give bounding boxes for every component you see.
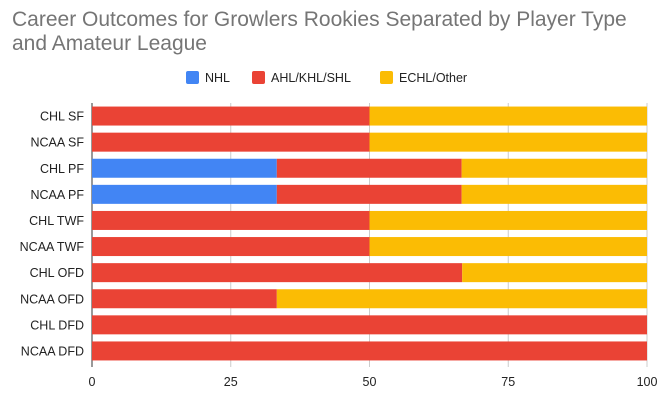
bar-segment (92, 315, 647, 335)
x-tick-label: 0 (89, 375, 96, 389)
bar-segment (92, 184, 277, 204)
x-tick-label: 50 (363, 375, 377, 389)
x-tick-label: 25 (224, 375, 238, 389)
bar-segment (369, 210, 647, 230)
category-label: NCAA PF (31, 188, 85, 202)
legend-label: ECHL/Other (399, 71, 467, 85)
chart-title: Career Outcomes for Growlers Rookies Sep… (12, 8, 627, 55)
legend-swatch (380, 71, 393, 84)
bar-segment (92, 341, 647, 361)
bar-segment (276, 184, 462, 204)
bar-segment (92, 210, 370, 230)
bar-segment (92, 132, 370, 152)
x-tick-label: 75 (501, 375, 515, 389)
category-labels: CHL SF NCAA SF CHL PF NCAA PF CHL TWF NCAA TW… (20, 110, 85, 359)
category-label: CHL DFD (30, 318, 84, 332)
category-label: CHL TWF (29, 214, 84, 228)
x-tick-labels: 0 25 50 75 100 (89, 375, 658, 389)
bar-segment (369, 132, 647, 152)
legend: NHL AHL/KHL/SHL ECHL/Other (186, 71, 467, 85)
category-label: CHL OFD (30, 266, 84, 280)
bar-segment (461, 184, 647, 204)
bar-segment (92, 263, 463, 283)
category-label: NCAA TWF (20, 240, 85, 254)
category-label: CHL PF (40, 162, 84, 176)
category-label: NCAA DFD (21, 344, 84, 358)
legend-swatch (186, 71, 199, 84)
bar-segment (369, 106, 647, 126)
category-label: NCAA OFD (20, 292, 84, 306)
category-label: NCAA SF (31, 136, 85, 150)
legend-swatch (252, 71, 265, 84)
bar-segment (92, 158, 277, 178)
bars (92, 106, 647, 361)
bar-segment (461, 158, 647, 178)
legend-label: NHL (205, 71, 230, 85)
bar-segment (369, 237, 647, 257)
bar-segment (276, 158, 462, 178)
bar-segment (92, 237, 370, 257)
legend-label: AHL/KHL/SHL (271, 71, 351, 85)
category-label: CHL SF (40, 110, 84, 124)
bar-segment (276, 289, 647, 309)
bar-segment (92, 289, 277, 309)
bar-segment (462, 263, 647, 283)
bar-segment (92, 106, 370, 126)
x-tick-label: 100 (637, 375, 658, 389)
